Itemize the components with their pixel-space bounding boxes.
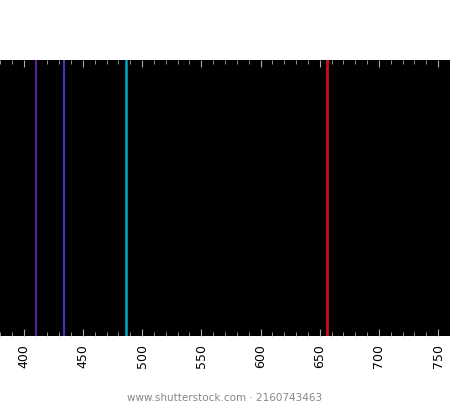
Text: 750: 750	[432, 344, 445, 368]
Text: 600: 600	[254, 344, 267, 368]
Text: 400: 400	[17, 344, 30, 368]
Text: Hydrogen Emission Spectrum: Hydrogen Emission Spectrum	[8, 14, 450, 41]
Text: 500: 500	[135, 344, 148, 368]
Text: 450: 450	[76, 344, 90, 368]
Text: 700: 700	[373, 344, 386, 368]
Text: 650: 650	[313, 344, 326, 368]
Text: www.shutterstock.com · 2160743463: www.shutterstock.com · 2160743463	[127, 393, 323, 403]
Text: 550: 550	[195, 344, 208, 368]
